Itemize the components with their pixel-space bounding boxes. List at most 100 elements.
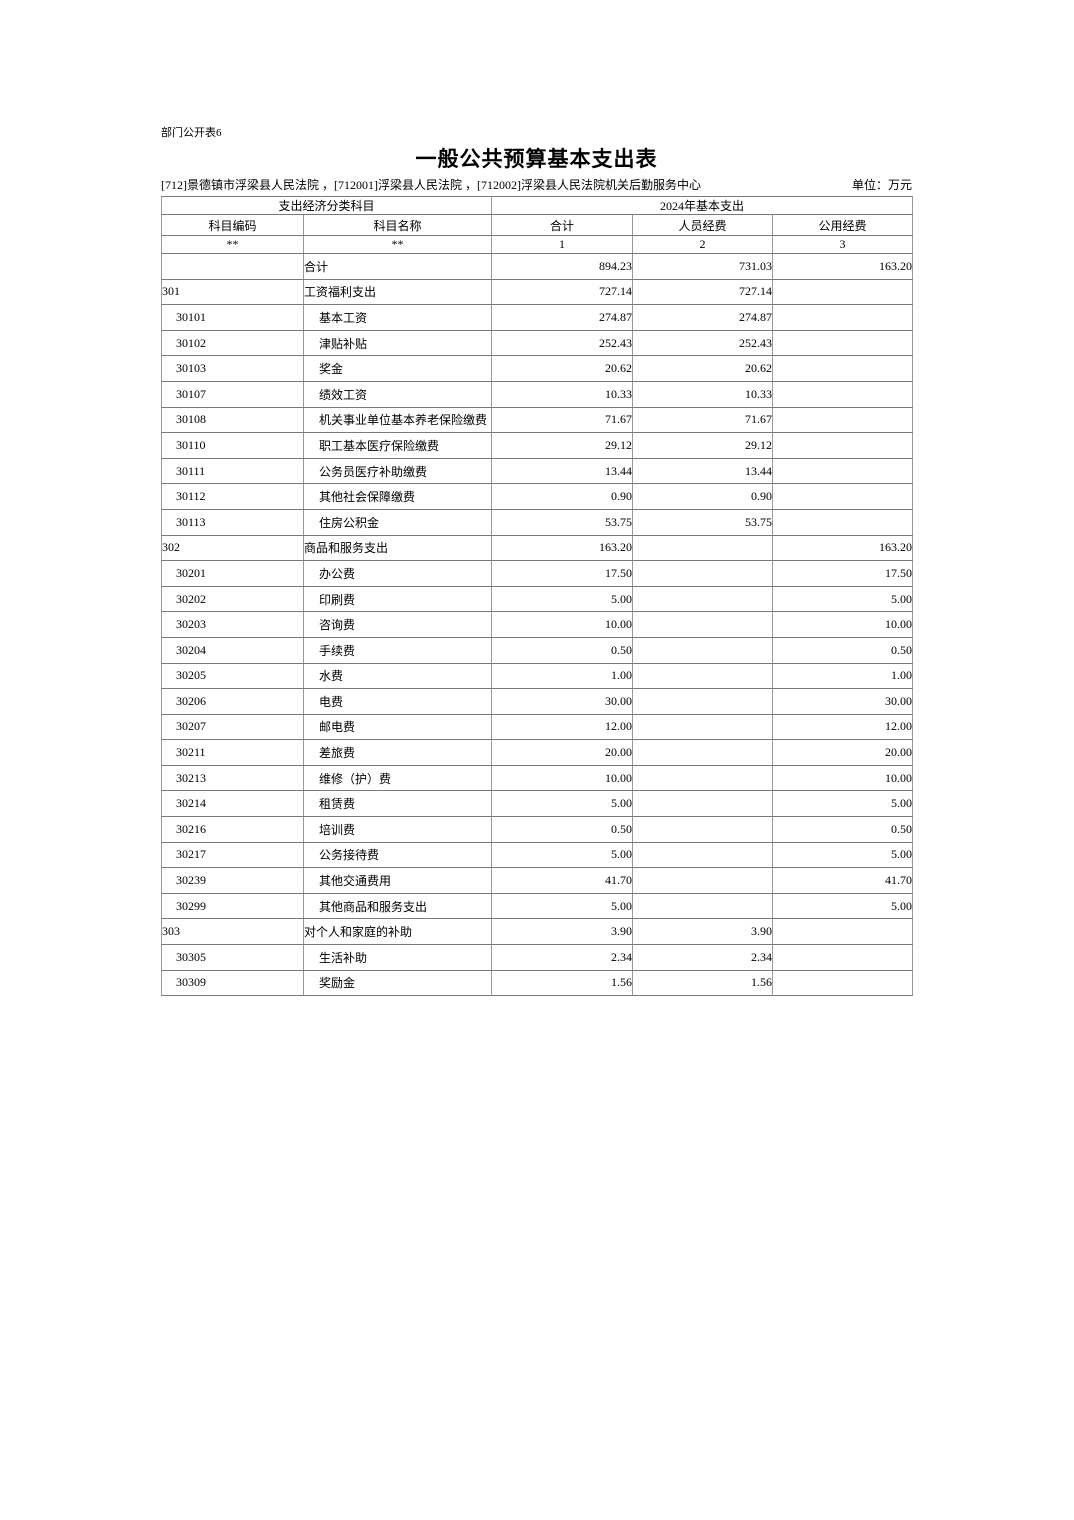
cell-public: 1.00 — [772, 662, 914, 690]
cell-total: 20.62 — [491, 355, 634, 382]
cell-public — [772, 483, 914, 510]
table-row: 30213 维修（护）费 10.00 10.00 — [161, 764, 914, 792]
cell-name: 住房公积金 — [302, 508, 493, 536]
cell-name: 对个人和家庭的补助 — [302, 918, 493, 946]
cell-public: 5.00 — [772, 841, 914, 869]
cell-personnel — [632, 764, 774, 792]
cell-personnel: 1.56 — [632, 969, 774, 997]
cell-name: 办公费 — [302, 560, 493, 587]
header-col-personnel: 人员经费 — [632, 214, 774, 236]
cell-personnel: 0.90 — [632, 483, 774, 510]
cell-name: 维修（护）费 — [302, 764, 493, 792]
cell-personnel: 274.87 — [632, 304, 774, 331]
cell-name: 公务接待费 — [302, 841, 493, 869]
cell-code: 30113 — [161, 508, 304, 536]
cell-personnel: 727.14 — [632, 278, 774, 306]
table-row: 30214 租赁费 5.00 5.00 — [161, 790, 914, 818]
table-row: 30201 办公费 17.50 17.50 — [161, 560, 914, 587]
cell-public: 163.20 — [772, 534, 914, 562]
budget-table: 支出经济分类科目 2024年基本支出 科目编码 科目名称 合计 人员经费 公用经… — [160, 196, 914, 997]
cell-code: 30217 — [161, 841, 304, 869]
table-row: 30299 其他商品和服务支出 5.00 5.00 — [161, 892, 914, 920]
cell-total: 41.70 — [491, 867, 634, 894]
cell-public: 5.00 — [772, 892, 914, 920]
cell-name: 工资福利支出 — [302, 278, 493, 306]
cell-name: 生活补助 — [302, 944, 493, 971]
table-row: 合计 894.23 731.03 163.20 — [161, 253, 914, 280]
table-row: 30207 邮电费 12.00 12.00 — [161, 713, 914, 741]
cell-code: 30216 — [161, 816, 304, 843]
cell-personnel — [632, 841, 774, 869]
cell-code: 30201 — [161, 560, 304, 587]
table-row: 302 商品和服务支出 163.20 163.20 — [161, 534, 914, 562]
table-row: 30305 生活补助 2.34 2.34 — [161, 944, 914, 971]
document-content: 部门公开表6 一般公共预算基本支出表 [712]景德镇市浮梁县人民法院 ，[71… — [160, 126, 914, 997]
cell-public: 10.00 — [772, 611, 914, 638]
cell-personnel: 29.12 — [632, 432, 774, 459]
cell-name: 租赁费 — [302, 790, 493, 818]
cell-personnel — [632, 790, 774, 818]
cell-total: 17.50 — [491, 560, 634, 587]
cell-public: 5.00 — [772, 585, 914, 613]
cell-personnel: 53.75 — [632, 508, 774, 536]
cell-name: 津贴补贴 — [302, 329, 493, 357]
cell-personnel: 71.67 — [632, 406, 774, 434]
cell-total: 10.33 — [491, 380, 634, 408]
cell-name: 绩效工资 — [302, 380, 493, 408]
cell-code: 30309 — [161, 969, 304, 997]
table-row: 30206 电费 30.00 30.00 — [161, 688, 914, 715]
header-columns-row: 科目编码 科目名称 合计 人员经费 公用经费 — [161, 214, 914, 236]
cell-personnel — [632, 560, 774, 587]
table-row: 30107 绩效工资 10.33 10.33 — [161, 380, 914, 408]
cell-personnel: 731.03 — [632, 253, 774, 280]
cell-name: 培训费 — [302, 816, 493, 843]
cell-name: 基本工资 — [302, 304, 493, 331]
cell-name: 其他交通费用 — [302, 867, 493, 894]
cell-personnel — [632, 816, 774, 843]
cell-public: 0.50 — [772, 636, 914, 664]
cell-total: 13.44 — [491, 457, 634, 485]
cell-total: 71.67 — [491, 406, 634, 434]
cell-total: 10.00 — [491, 764, 634, 792]
table-row: 30111 公务员医疗补助缴费 13.44 13.44 — [161, 457, 914, 485]
cell-public — [772, 406, 914, 434]
cell-code: 30202 — [161, 585, 304, 613]
cell-public: 17.50 — [772, 560, 914, 587]
table-row: 301 工资福利支出 727.14 727.14 — [161, 278, 914, 306]
cell-personnel — [632, 611, 774, 638]
header-col-code: 科目编码 — [161, 214, 304, 236]
table-row: 30102 津贴补贴 252.43 252.43 — [161, 329, 914, 357]
header-sub-total: 1 — [491, 235, 634, 254]
cell-name: 差旅费 — [302, 739, 493, 766]
cell-personnel: 252.43 — [632, 329, 774, 357]
cell-personnel: 2.34 — [632, 944, 774, 971]
table-row: 30239 其他交通费用 41.70 41.70 — [161, 867, 914, 894]
cell-name: 水费 — [302, 662, 493, 690]
cell-code: 30206 — [161, 688, 304, 715]
cell-code: 30207 — [161, 713, 304, 741]
cell-total: 29.12 — [491, 432, 634, 459]
cell-personnel — [632, 688, 774, 715]
cell-name: 奖金 — [302, 355, 493, 382]
doc-label: 部门公开表6 — [161, 127, 222, 139]
cell-public — [772, 329, 914, 357]
cell-total: 30.00 — [491, 688, 634, 715]
header-sub-public: 3 — [772, 235, 914, 254]
table-row: 30101 基本工资 274.87 274.87 — [161, 304, 914, 331]
cell-total: 274.87 — [491, 304, 634, 331]
subtitle-row: [712]景德镇市浮梁县人民法院 ，[712001]浮梁县人民法院 ，[7120… — [161, 178, 912, 193]
cell-personnel — [632, 534, 774, 562]
cell-code: 30101 — [161, 304, 304, 331]
unit-label: 单位：万元 — [851, 178, 912, 192]
cell-code: 30239 — [161, 867, 304, 894]
header-sub-code: ** — [161, 235, 304, 254]
cell-public — [772, 380, 914, 408]
cell-total: 5.00 — [491, 790, 634, 818]
cell-name: 邮电费 — [302, 713, 493, 741]
cell-public: 41.70 — [772, 867, 914, 894]
cell-personnel — [632, 636, 774, 664]
cell-code: 30213 — [161, 764, 304, 792]
cell-public: 5.00 — [772, 790, 914, 818]
cell-code: 30204 — [161, 636, 304, 664]
cell-personnel — [632, 892, 774, 920]
